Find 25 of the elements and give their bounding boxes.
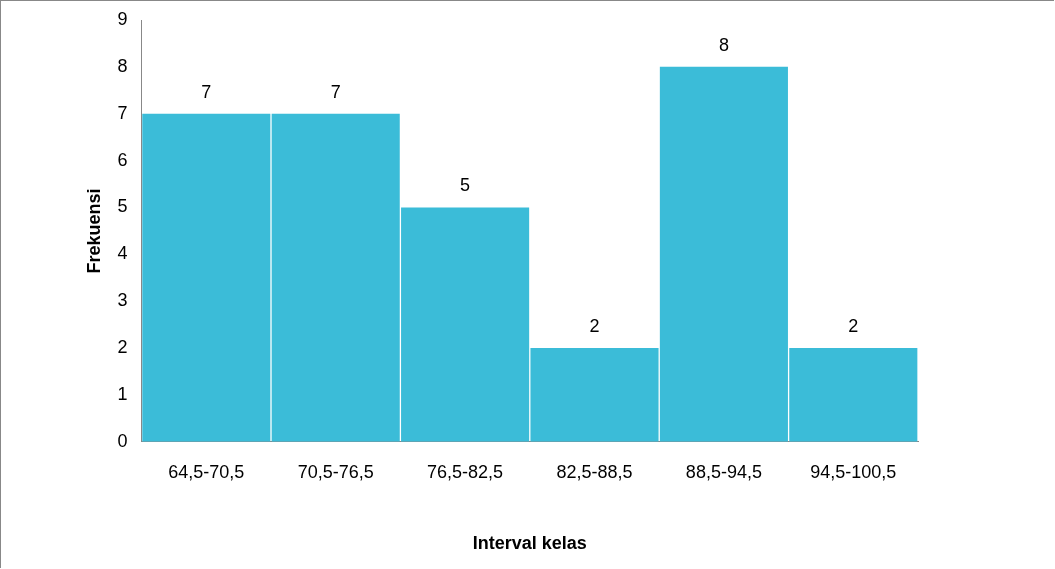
bar — [142, 113, 271, 442]
x-axis-title: Interval kelas — [472, 533, 587, 554]
y-tick-label: 6 — [117, 149, 128, 170]
x-tick-label: 94,5-100,5 — [810, 461, 897, 482]
x-tick-label: 70,5-76,5 — [297, 461, 374, 482]
y-tick-label: 7 — [117, 102, 128, 123]
y-tick-label: 1 — [117, 383, 128, 404]
y-tick-label: 9 — [117, 8, 128, 29]
data-label: 7 — [330, 81, 341, 102]
y-tick-label: 0 — [117, 430, 128, 451]
y-tick-label: 5 — [117, 196, 128, 217]
data-label: 8 — [718, 34, 729, 55]
data-label: 7 — [201, 81, 212, 102]
y-tick-label: 2 — [117, 337, 128, 358]
y-tick-label: 4 — [117, 243, 128, 264]
data-label: 5 — [460, 175, 471, 196]
data-label: 2 — [589, 316, 600, 337]
x-tick-label: 76,5-82,5 — [427, 461, 504, 482]
y-tick-label: 8 — [117, 55, 128, 76]
x-tick-label: 82,5-88,5 — [556, 461, 633, 482]
y-axis-title: Frekuensi — [83, 188, 104, 274]
data-label: 2 — [848, 316, 859, 337]
x-tick-label: 64,5-70,5 — [168, 461, 245, 482]
x-tick-label: 88,5-94,5 — [685, 461, 762, 482]
y-tick-label: 3 — [117, 290, 128, 311]
